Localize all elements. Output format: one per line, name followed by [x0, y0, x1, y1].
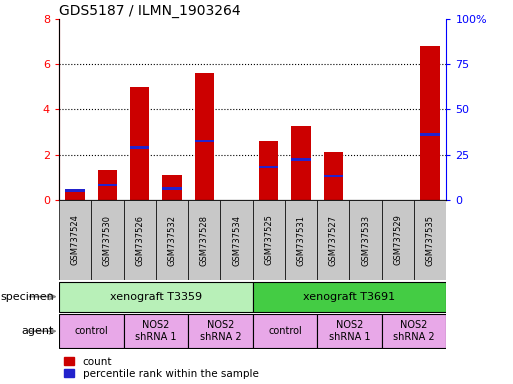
Bar [188, 200, 221, 280]
Text: GSM737534: GSM737534 [232, 215, 241, 265]
Bar [414, 200, 446, 280]
Bar [59, 281, 252, 312]
Bar [285, 200, 317, 280]
Bar [156, 200, 188, 280]
Bar [349, 200, 382, 280]
Bar [130, 87, 149, 200]
Text: NOS2
shRNA 2: NOS2 shRNA 2 [200, 320, 241, 342]
Bar [259, 141, 279, 200]
Bar [252, 281, 446, 312]
Text: control: control [268, 326, 302, 336]
Bar [291, 157, 311, 161]
Bar [130, 146, 149, 149]
Text: GSM737532: GSM737532 [167, 215, 176, 265]
Bar [421, 133, 440, 136]
Bar [324, 152, 343, 200]
Bar [421, 46, 440, 200]
Text: GSM737528: GSM737528 [200, 215, 209, 265]
Bar [162, 175, 182, 200]
Text: control: control [74, 326, 108, 336]
Text: GSM737530: GSM737530 [103, 215, 112, 265]
Bar [124, 200, 156, 280]
Text: NOS2
shRNA 2: NOS2 shRNA 2 [393, 320, 435, 342]
Text: NOS2
shRNA 1: NOS2 shRNA 1 [135, 320, 176, 342]
Bar [97, 184, 117, 187]
Text: GSM737535: GSM737535 [426, 215, 435, 265]
Text: GSM737526: GSM737526 [135, 215, 144, 265]
Text: GSM737524: GSM737524 [71, 215, 80, 265]
Text: agent: agent [22, 326, 54, 336]
Text: GSM737527: GSM737527 [329, 215, 338, 265]
Bar [252, 314, 317, 348]
Legend: count, percentile rank within the sample: count, percentile rank within the sample [62, 355, 261, 381]
Bar [382, 200, 414, 280]
Bar [97, 170, 117, 200]
Text: GSM737525: GSM737525 [264, 215, 273, 265]
Bar [324, 174, 343, 177]
Text: GSM737529: GSM737529 [393, 215, 402, 265]
Bar [194, 73, 214, 200]
Bar [124, 314, 188, 348]
Bar [382, 314, 446, 348]
Text: GSM737531: GSM737531 [297, 215, 306, 265]
Bar [317, 200, 349, 280]
Bar [317, 314, 382, 348]
Text: GDS5187 / ILMN_1903264: GDS5187 / ILMN_1903264 [59, 4, 241, 18]
Bar [66, 189, 85, 192]
Text: specimen: specimen [0, 291, 54, 302]
Text: xenograft T3691: xenograft T3691 [303, 291, 396, 302]
Bar [162, 187, 182, 190]
Text: NOS2
shRNA 1: NOS2 shRNA 1 [329, 320, 370, 342]
Bar [252, 200, 285, 280]
Bar [194, 139, 214, 142]
Bar [66, 191, 85, 200]
Text: GSM737533: GSM737533 [361, 214, 370, 266]
Bar [59, 200, 91, 280]
Bar [221, 200, 252, 280]
Bar [59, 314, 124, 348]
Text: xenograft T3359: xenograft T3359 [110, 291, 202, 302]
Bar [91, 200, 124, 280]
Bar [188, 314, 252, 348]
Bar [259, 166, 279, 169]
Bar [291, 126, 311, 200]
